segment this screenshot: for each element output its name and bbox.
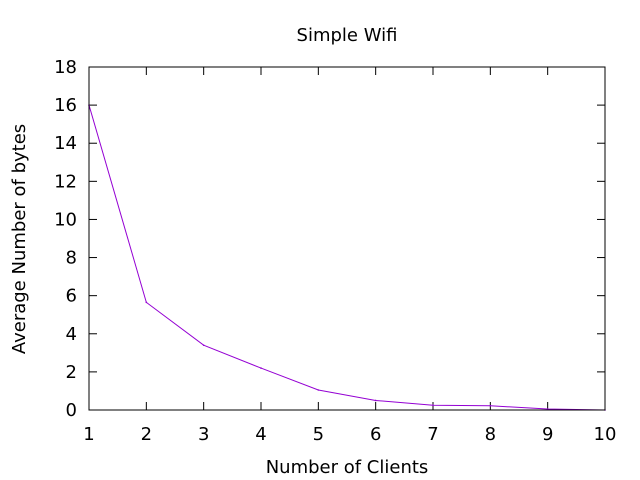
chart-title: Simple Wifi — [297, 25, 398, 46]
data-point — [260, 367, 262, 369]
data-point — [317, 389, 320, 391]
data-point — [202, 344, 205, 347]
series-line — [88, 104, 606, 411]
plot-frame — [88, 66, 606, 411]
data-point — [374, 399, 377, 402]
y-tick-label: 18 — [54, 57, 77, 78]
x-tick-label: 10 — [594, 424, 617, 445]
y-tick-label: 8 — [66, 248, 77, 269]
y-tick-label: 6 — [66, 286, 77, 307]
plot-area — [88, 104, 606, 411]
x-tick-label: 9 — [542, 424, 553, 445]
y-tick-label: 10 — [54, 209, 77, 230]
data-point — [432, 404, 434, 407]
x-tick-label: 6 — [370, 424, 381, 445]
x-tick-label: 5 — [313, 424, 324, 445]
y-tick-label: 4 — [66, 324, 77, 345]
x-axis-label: Number of Clients — [266, 457, 429, 478]
x-tick-label: 8 — [485, 424, 496, 445]
data-point — [145, 301, 148, 304]
y-axis-label: Average Number of bytes — [9, 124, 30, 354]
data-point — [546, 408, 549, 410]
data-point — [489, 405, 492, 407]
y-tick-label: 16 — [54, 95, 77, 116]
x-tick-label: 7 — [427, 424, 438, 445]
x-tick-label: 3 — [198, 424, 209, 445]
x-tick-label: 1 — [83, 424, 94, 445]
x-tick-label: 2 — [141, 424, 152, 445]
y-tick-label: 0 — [66, 400, 77, 421]
y-tick-label: 12 — [54, 171, 77, 192]
y-tick-label: 14 — [54, 133, 77, 154]
y-tick-label: 2 — [66, 362, 77, 383]
x-tick-label: 4 — [255, 424, 266, 445]
